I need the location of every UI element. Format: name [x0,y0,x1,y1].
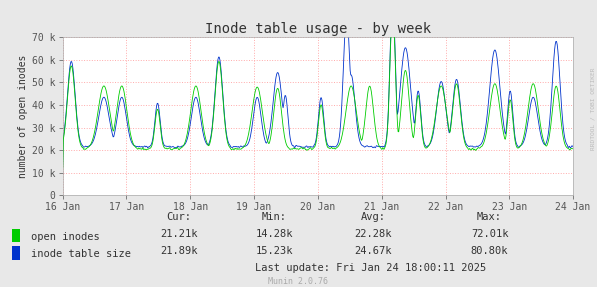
Text: 21.89k: 21.89k [161,246,198,256]
Text: inode table size: inode table size [31,249,131,259]
Text: 22.28k: 22.28k [355,229,392,239]
Text: 80.80k: 80.80k [471,246,508,256]
Text: Munin 2.0.76: Munin 2.0.76 [269,277,328,286]
Text: RRDTOOL / TOBI OETIKER: RRDTOOL / TOBI OETIKER [591,68,596,150]
Text: Avg:: Avg: [361,212,386,222]
Text: 21.21k: 21.21k [161,229,198,239]
Text: 15.23k: 15.23k [256,246,293,256]
Text: open inodes: open inodes [31,232,100,242]
Text: 72.01k: 72.01k [471,229,508,239]
Text: Max:: Max: [477,212,502,222]
Y-axis label: number of open inodes: number of open inodes [18,55,28,178]
Text: 24.67k: 24.67k [355,246,392,256]
Title: Inode table usage - by week: Inode table usage - by week [205,22,431,36]
Text: Min:: Min: [262,212,287,222]
Text: 14.28k: 14.28k [256,229,293,239]
Text: Cur:: Cur: [167,212,192,222]
Text: Last update: Fri Jan 24 18:00:11 2025: Last update: Fri Jan 24 18:00:11 2025 [254,263,486,273]
